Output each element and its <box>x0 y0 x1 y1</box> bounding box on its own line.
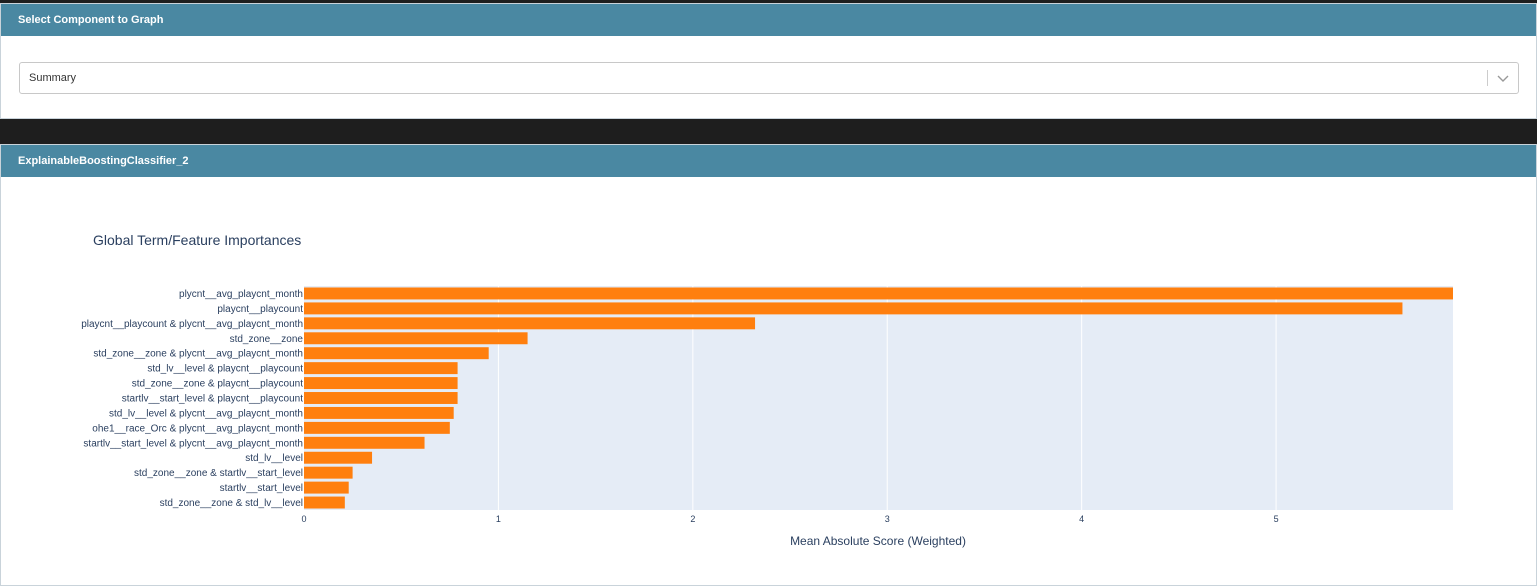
select-component-panel: Select Component to Graph Summary <box>0 3 1537 119</box>
bar-13[interactable] <box>304 481 349 494</box>
bar-3[interactable] <box>304 332 528 345</box>
y-tick-label: std_zone__zone & playcnt__playcount <box>132 379 303 390</box>
dropdown-selected-value: Summary <box>29 72 77 84</box>
y-tick-label: std_lv__level & playcnt__playcount <box>147 364 303 375</box>
chevron-down-icon[interactable] <box>1496 71 1510 85</box>
chart-panel: ExplainableBoostingClassifier_2 Global T… <box>0 144 1537 586</box>
bar-10[interactable] <box>304 436 425 449</box>
bar-4[interactable] <box>304 347 489 360</box>
select-panel-header: Select Component to Graph <box>1 4 1536 36</box>
dropdown-separator <box>1487 70 1488 86</box>
y-tick-label: startlv__start_level <box>220 483 303 494</box>
bar-8[interactable] <box>304 406 454 419</box>
bar-12[interactable] <box>304 466 353 479</box>
bar-7[interactable] <box>304 392 458 404</box>
y-tick-label: std_zone__zone & plycnt__avg_playcnt_mon… <box>93 349 303 360</box>
bar-0[interactable] <box>304 287 1453 300</box>
bar-2[interactable] <box>304 317 756 330</box>
y-tick-label: std_lv__level <box>245 453 303 464</box>
y-tick-label: ohe1__race_Orc & plycnt__avg_playcnt_mon… <box>92 423 303 434</box>
chart-title: Global Term/Feature Importances <box>93 232 301 248</box>
y-tick-label: playcnt__playcount & plycnt__avg_playcnt… <box>81 319 303 330</box>
x-tick-label: 2 <box>690 514 695 524</box>
y-tick-label: startlv__start_level & plycnt__avg_playc… <box>83 438 303 449</box>
y-tick-label: startlv__start_level & playcnt__playcoun… <box>122 394 303 405</box>
bar-11[interactable] <box>304 451 373 464</box>
x-tick-label: 5 <box>1274 514 1279 524</box>
y-tick-label: std_zone__zone & startlv__start_level <box>134 468 303 479</box>
x-tick-label: 3 <box>885 514 890 524</box>
component-dropdown[interactable]: Summary <box>19 62 1519 94</box>
bar-5[interactable] <box>304 362 458 375</box>
bar-6[interactable] <box>304 377 458 390</box>
y-tick-label: std_zone__zone & std_lv__level <box>160 498 303 509</box>
y-tick-label: playcnt__playcount <box>217 304 303 315</box>
bar-14[interactable] <box>304 496 345 509</box>
x-tick-label: 1 <box>496 514 501 524</box>
bar-9[interactable] <box>304 421 450 434</box>
chart-panel-header: ExplainableBoostingClassifier_2 <box>1 145 1536 177</box>
y-tick-label: std_zone__zone <box>230 334 304 345</box>
importance-bar-chart: Global Term/Feature Importances Mean Abs… <box>81 232 1453 548</box>
bar-1[interactable] <box>304 302 1403 315</box>
x-tick-label: 4 <box>1079 514 1084 524</box>
y-tick-label: std_lv__level & plycnt__avg_playcnt_mont… <box>109 408 303 419</box>
x-tick-label: 0 <box>301 514 306 524</box>
x-axis-label: Mean Absolute Score (Weighted) <box>790 534 966 548</box>
y-tick-label: plycnt__avg_playcnt_month <box>179 289 303 300</box>
